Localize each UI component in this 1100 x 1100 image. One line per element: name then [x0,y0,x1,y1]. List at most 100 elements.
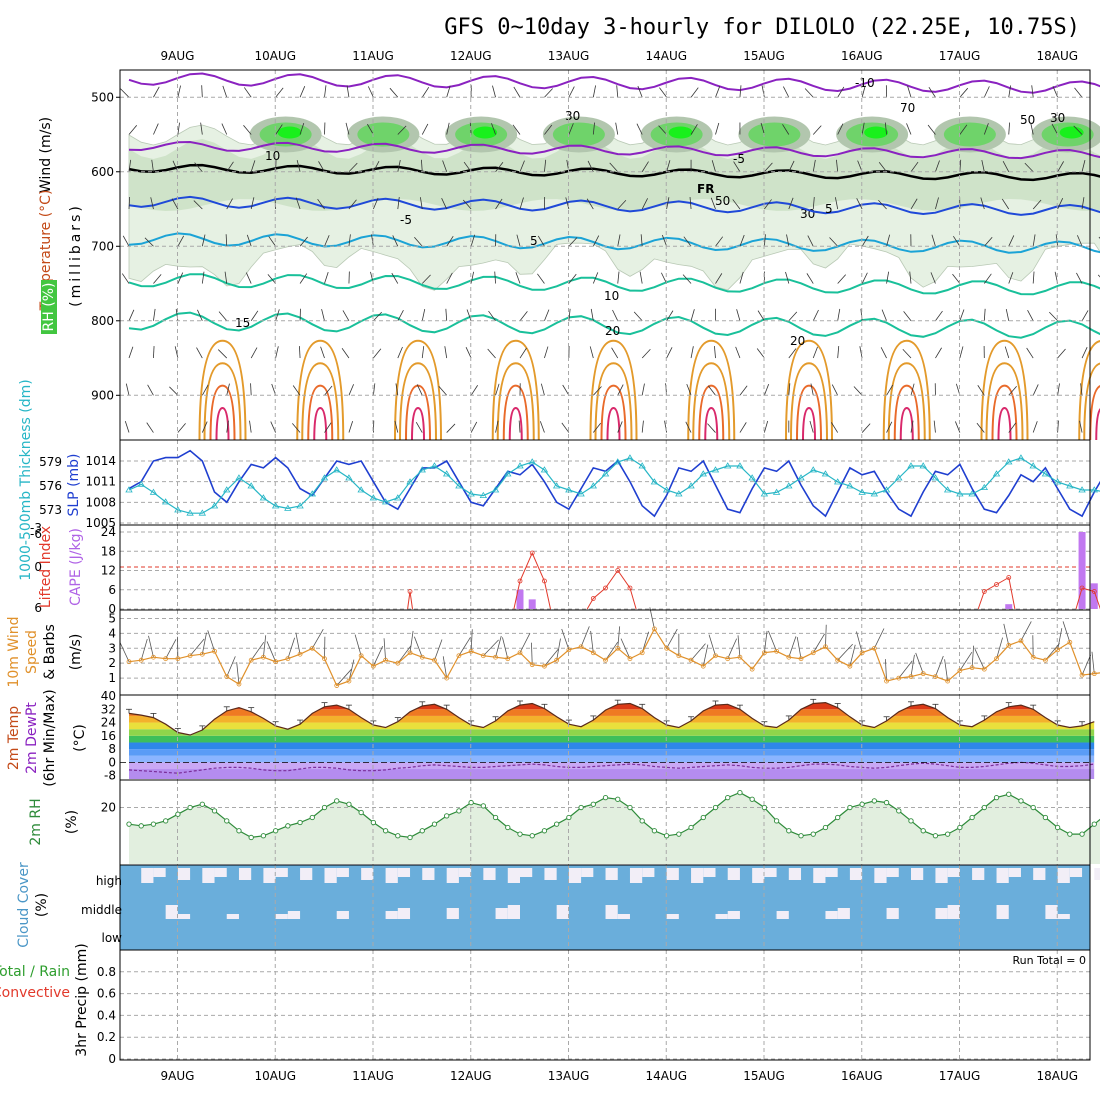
top-date-axis: 9AUG 10AUG 11AUG 12AUG 13AUG 14AUG 15AUG 16AUG 1… [161,49,1079,63]
lifted-index-tick-label: -6 [30,527,42,541]
wind-barb [856,198,863,210]
wind-barb [250,383,252,396]
wind-barb [935,160,940,172]
rh2m-point [883,799,890,806]
isotherm-10 [128,232,1100,254]
thickness-point [406,478,414,485]
wind10m-barb [796,636,802,659]
rh2m-point [1091,821,1097,827]
wind-barb [128,125,138,135]
wind10m-barb [996,637,1003,659]
temp-tick-label: 40 [101,689,116,703]
rh2m-point [712,804,719,811]
wind10m-barb [1020,621,1032,642]
thickness-point [259,494,268,501]
cloud-gap-high [361,868,374,880]
thickness-point [919,462,927,469]
wind-barb [125,383,130,396]
wind10m-barb [348,659,355,682]
wind-barb [275,124,283,135]
cape-tick-label: 0 [108,602,116,616]
wind-barb [659,87,667,98]
wind-barb [200,122,203,135]
cloud-gap-high [752,868,765,883]
rh2m-point [334,798,340,804]
wind10m-barb [561,628,570,650]
wind-barb [201,271,205,284]
temp-ylabel-1: 2m Temp [6,706,22,770]
wind-barb [1032,384,1039,396]
thickness-point [821,470,830,477]
wind-barb [983,308,986,321]
wind-barb [519,311,528,322]
wind-barb [275,87,284,98]
wind10m-barb [971,645,975,668]
cloud-gap-high [629,868,643,883]
date-label-top: 17AUG [939,49,981,63]
thickness-point [394,494,402,501]
wind10m-barb [935,655,944,677]
precip-ylabel-3: 3hr Precip (mm) [74,943,90,1056]
rh2m-point [651,828,658,834]
wind10m-point [383,657,388,663]
wind-barb [346,85,350,98]
wind-barb [812,197,815,210]
wind-barb [421,123,429,135]
wind-barb [909,271,912,284]
thickness-point [320,474,329,481]
rh2m-point [150,821,157,827]
wind-barb [589,346,594,359]
rh2m-point [663,833,670,839]
lifted-index-point [1006,575,1012,580]
wind10m-point [248,657,254,663]
rh2m-point [749,796,755,802]
date-label-bottom: 13AUG [548,1069,590,1083]
wind-barb [318,161,325,172]
wind-barb [786,234,790,247]
wind-barb [177,85,181,98]
cloud-gap-middle [556,905,569,919]
thickness-point [235,474,243,481]
wind-barb [1026,347,1034,359]
wind-barb [518,420,521,433]
lifted-index-tick-label: 6 [34,601,42,615]
cloud-gap-high [275,868,288,877]
wind10m-point [615,645,621,651]
wind10m-barb [119,641,130,662]
rh-high-blob [357,122,410,147]
cloud-gap-high [813,868,826,883]
cloud-gap-high [520,868,533,877]
boundary-layer-isotherm [1083,362,1100,441]
wind-barb [1004,346,1010,359]
wind10m-barb [287,637,296,659]
thickness-point [650,478,659,485]
wind-barb [785,271,790,284]
rh2m-point [602,794,609,801]
rh2m-point [1054,824,1061,831]
rh2m-point [566,814,572,821]
wind10m-point [1055,647,1061,653]
slp-thickness-panel: 1005 1008 1011 1014 573 576 579 [39,439,1100,530]
boundary-layer-isotherm [991,384,1018,441]
wind-barb [324,422,332,433]
wind-barb [320,346,325,359]
rh-contour-label: 70 [900,101,915,115]
rh2m-ylabel-2: (%) [64,810,80,834]
wind-barb [910,420,914,433]
wind-barb [930,272,936,284]
wind-barb [544,88,553,98]
wind-barb [1008,85,1012,98]
wind-barb [421,274,431,284]
wind-barb [1057,161,1064,172]
boundary-layer-isotherm [899,406,914,441]
wind-barb [226,383,230,396]
cloud-gap-high [300,868,313,880]
boundary-layer-isotherm [215,406,230,441]
wind-barb [976,422,985,433]
rh-very-high-blob [864,126,889,139]
thickness-point [1066,482,1074,489]
wind-barb [952,273,961,284]
wind10m-speed-line [128,627,1100,687]
wind-barb [661,272,667,284]
